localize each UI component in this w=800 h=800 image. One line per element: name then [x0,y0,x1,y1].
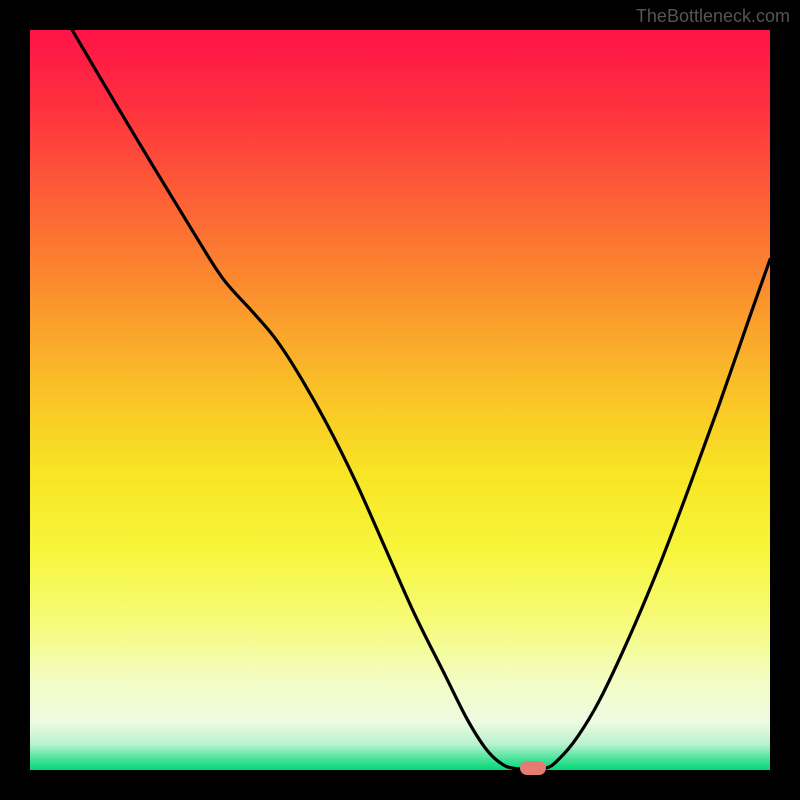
plot-area [30,30,770,770]
bottleneck-curve [30,30,770,770]
attribution-text: TheBottleneck.com [636,6,790,27]
optimal-marker [520,761,546,775]
chart-container: TheBottleneck.com [0,0,800,800]
